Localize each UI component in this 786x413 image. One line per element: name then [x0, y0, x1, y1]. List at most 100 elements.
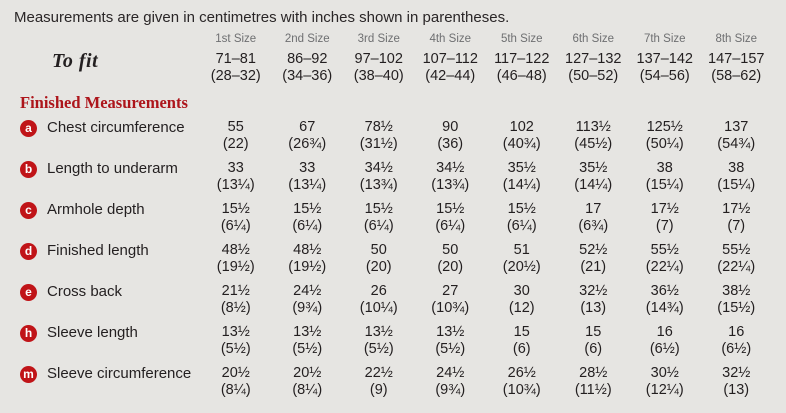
value-cm: 67: [299, 119, 316, 135]
value-inches: (54¾): [717, 136, 756, 152]
value-cm: 16: [656, 324, 673, 340]
measurement-value-size-5: 51 (20½): [486, 242, 558, 276]
value-cm: 15½: [364, 201, 393, 217]
value-inches: (5½): [220, 341, 251, 357]
to-fit-cm: 86–92: [287, 51, 328, 67]
to-fit-row: To fit 71–81 (28–32) 86–92 (34–36) 97–102 (38…: [14, 51, 772, 85]
measurement-value-size-1: 48½ (19½): [200, 242, 272, 276]
measurement-value-size-5: 15½ (6¼): [486, 201, 558, 235]
measurement-label: Cross back: [47, 283, 123, 300]
measurement-value-size-2: 13½ (5½): [272, 324, 344, 358]
measurement-value-size-3: 15½ (6¼): [343, 201, 415, 235]
measurement-row-label: e Cross back: [14, 283, 200, 301]
measurement-rows: a Chest circumference 55 (22) 67 (26¾) 78½ (31½…: [14, 119, 772, 406]
measurement-value-size-3: 22½ (9): [343, 365, 415, 399]
measurement-value-size-2: 24½ (9¾): [272, 283, 344, 317]
size-header-4: 4th Size: [429, 33, 472, 45]
letter-badge-c: c: [20, 201, 37, 219]
value-cm: 125½: [646, 119, 683, 135]
measurement-value-size-8: 137 (54¾): [701, 119, 773, 153]
to-fit-inches: (28–32): [210, 68, 261, 84]
value-cm: 78½: [364, 119, 393, 135]
value-inches: (7): [727, 218, 746, 234]
value-cm: 52½: [579, 242, 608, 258]
measurement-label: Sleeve length: [47, 324, 138, 341]
value-cm: 35½: [507, 160, 536, 176]
measurement-value-size-1: 55 (22): [200, 119, 272, 153]
value-cm: 20½: [293, 365, 322, 381]
value-cm: 38: [728, 160, 745, 176]
to-fit-inches: (54–56): [639, 68, 690, 84]
value-inches: (6): [512, 341, 531, 357]
measurement-value-size-8: 55½ (22¼): [701, 242, 773, 276]
value-inches: (20½): [502, 259, 541, 275]
value-cm: 50: [370, 242, 387, 258]
measurement-value-size-3: 26 (10¼): [343, 283, 415, 317]
value-inches: (8½): [220, 300, 251, 316]
to-fit-cm: 71–81: [215, 51, 256, 67]
to-fit-value-size-3: 97–102 (38–40): [343, 51, 415, 85]
value-inches: (6): [584, 341, 603, 357]
value-inches: (26¾): [288, 136, 327, 152]
size-header-5: 5th Size: [500, 33, 543, 45]
value-inches: (19½): [288, 259, 327, 275]
value-cm: 17: [585, 201, 602, 217]
size-header-3: 3rd Size: [357, 33, 400, 45]
measurement-value-size-4: 15½ (6¼): [415, 201, 487, 235]
value-inches: (15¼): [645, 177, 684, 193]
value-cm: 51: [513, 242, 530, 258]
value-cm: 13½: [293, 324, 322, 340]
measurement-value-size-8: 17½ (7): [701, 201, 773, 235]
value-cm: 137: [724, 119, 749, 135]
measurement-value-size-5: 15 (6): [486, 324, 558, 358]
value-inches: (36): [437, 136, 464, 152]
letter-badge-h: h: [20, 324, 37, 342]
value-cm: 36½: [650, 283, 679, 299]
measurement-value-size-4: 34½ (13¾): [415, 160, 487, 194]
measurement-value-size-3: 78½ (31½): [343, 119, 415, 153]
value-inches: (5½): [292, 341, 323, 357]
measurement-value-size-6: 113½ (45½): [558, 119, 630, 153]
measurement-value-size-6: 17 (6¾): [558, 201, 630, 235]
measurement-row-b: b Length to underarm 33 (13¼) 33 (13¼) 34½ (13¾…: [14, 160, 772, 201]
measurement-value-size-4: 24½ (9¾): [415, 365, 487, 399]
to-fit-inches: (42–44): [425, 68, 476, 84]
value-cm: 13½: [364, 324, 393, 340]
size-header-1: 1st Size: [215, 33, 257, 45]
value-inches: (6¾): [578, 218, 609, 234]
measurement-value-size-7: 55½ (22¼): [629, 242, 701, 276]
value-cm: 34½: [436, 160, 465, 176]
finished-measurements-heading: Finished Measurements: [20, 93, 188, 112]
value-inches: (6¼): [506, 218, 537, 234]
measurement-value-size-7: 30½ (12¼): [629, 365, 701, 399]
value-cm: 13½: [436, 324, 465, 340]
value-inches: (13¼): [216, 177, 255, 193]
measurement-value-size-7: 125½ (50¼): [629, 119, 701, 153]
value-inches: (6½): [721, 341, 752, 357]
value-inches: (14¾): [645, 300, 684, 316]
value-cm: 48½: [221, 242, 250, 258]
value-cm: 15½: [221, 201, 250, 217]
measurement-value-size-2: 67 (26¾): [272, 119, 344, 153]
value-inches: (31½): [359, 136, 398, 152]
value-cm: 24½: [293, 283, 322, 299]
measurement-value-size-6: 32½ (13): [558, 283, 630, 317]
value-cm: 17½: [650, 201, 679, 217]
value-inches: (11½): [574, 382, 612, 398]
measurement-value-size-6: 15 (6): [558, 324, 630, 358]
value-inches: (15¼): [717, 177, 756, 193]
value-inches: (22¼): [645, 259, 684, 275]
value-inches: (9¾): [435, 382, 466, 398]
measurement-row-label: d Finished length: [14, 242, 200, 260]
value-inches: (10¼): [359, 300, 398, 316]
size-header-8: 8th Size: [715, 33, 758, 45]
measurement-value-size-5: 26½ (10¾): [486, 365, 558, 399]
letter-badge-m: m: [20, 365, 37, 383]
size-header-row: 1st Size 2nd Size 3rd Size 4th Size 5th Size…: [14, 33, 772, 46]
letter-badge-b: b: [20, 160, 37, 178]
value-cm: 26½: [507, 365, 536, 381]
size-header-7: 7th Size: [643, 33, 686, 45]
measurements-intro-text: Measurements are given in centimetres wi…: [14, 9, 510, 26]
to-fit-label: To fit: [52, 50, 99, 72]
measurement-value-size-2: 20½ (8¼): [272, 365, 344, 399]
